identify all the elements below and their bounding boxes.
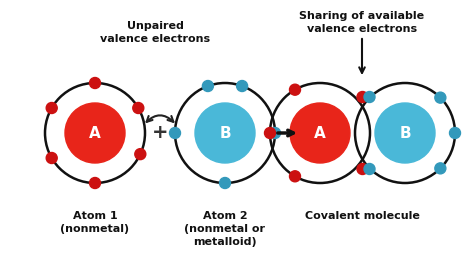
- Circle shape: [219, 177, 230, 189]
- Circle shape: [375, 103, 435, 163]
- Text: A: A: [89, 126, 101, 140]
- Text: Atom 2
(nonmetal or
metalloid): Atom 2 (nonmetal or metalloid): [184, 211, 265, 247]
- Text: +: +: [152, 123, 168, 143]
- Text: B: B: [219, 126, 231, 140]
- Text: Covalent molecule: Covalent molecule: [305, 211, 419, 221]
- Circle shape: [270, 127, 281, 139]
- Text: Unpaired
valence electrons: Unpaired valence electrons: [100, 21, 210, 44]
- Circle shape: [449, 127, 461, 139]
- Circle shape: [65, 103, 125, 163]
- Circle shape: [435, 163, 446, 174]
- Circle shape: [435, 92, 446, 103]
- Circle shape: [135, 149, 146, 160]
- Circle shape: [195, 103, 255, 163]
- Circle shape: [364, 92, 375, 102]
- Circle shape: [357, 164, 368, 174]
- Circle shape: [290, 84, 301, 95]
- Text: Atom 1
(nonmetal): Atom 1 (nonmetal): [61, 211, 129, 234]
- Text: Sharing of available
valence electrons: Sharing of available valence electrons: [300, 11, 425, 34]
- Text: A: A: [314, 126, 326, 140]
- Circle shape: [46, 152, 57, 164]
- Circle shape: [237, 81, 247, 92]
- Circle shape: [170, 127, 181, 139]
- Circle shape: [290, 171, 301, 182]
- Circle shape: [46, 102, 57, 114]
- Circle shape: [133, 102, 144, 114]
- Circle shape: [290, 103, 350, 163]
- Circle shape: [364, 164, 375, 174]
- Circle shape: [357, 92, 368, 102]
- Text: B: B: [399, 126, 411, 140]
- Circle shape: [202, 81, 213, 92]
- Circle shape: [90, 77, 100, 89]
- Circle shape: [264, 127, 275, 139]
- Circle shape: [90, 177, 100, 189]
